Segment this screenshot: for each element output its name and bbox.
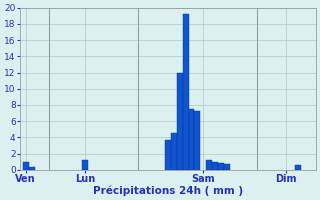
Bar bbox=[224, 164, 230, 170]
Bar bbox=[82, 160, 88, 170]
Bar bbox=[165, 140, 171, 170]
Bar bbox=[218, 163, 224, 170]
Bar bbox=[212, 162, 218, 170]
Bar bbox=[195, 111, 200, 170]
Bar bbox=[188, 109, 195, 170]
Bar bbox=[177, 73, 183, 170]
Bar bbox=[183, 14, 188, 170]
Bar bbox=[29, 167, 35, 170]
X-axis label: Précipitations 24h ( mm ): Précipitations 24h ( mm ) bbox=[93, 185, 243, 196]
Bar bbox=[295, 165, 301, 170]
Bar bbox=[23, 162, 29, 170]
Bar bbox=[206, 160, 212, 170]
Bar bbox=[171, 133, 177, 170]
